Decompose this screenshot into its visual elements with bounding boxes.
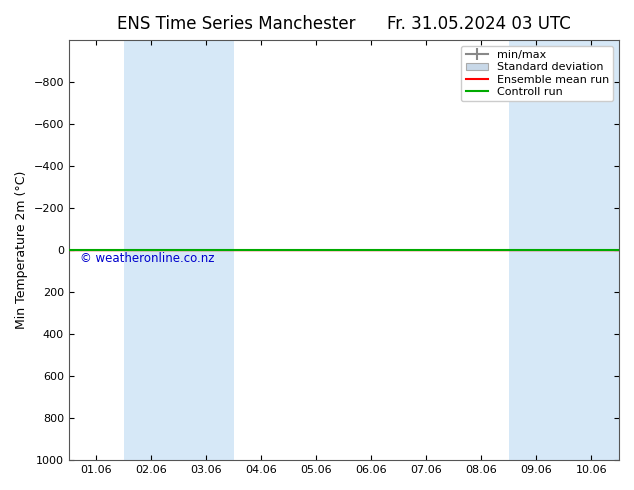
Bar [509,40,619,460]
Bar [124,40,234,460]
Legend: min/max, Standard deviation, Ensemble mean run, Controll run: min/max, Standard deviation, Ensemble me… [461,46,614,101]
Text: © weatheronline.co.nz: © weatheronline.co.nz [80,252,214,265]
Title: ENS Time Series Manchester      Fr. 31.05.2024 03 UTC: ENS Time Series Manchester Fr. 31.05.202… [117,15,571,33]
Y-axis label: Min Temperature 2m (°C): Min Temperature 2m (°C) [15,171,28,329]
